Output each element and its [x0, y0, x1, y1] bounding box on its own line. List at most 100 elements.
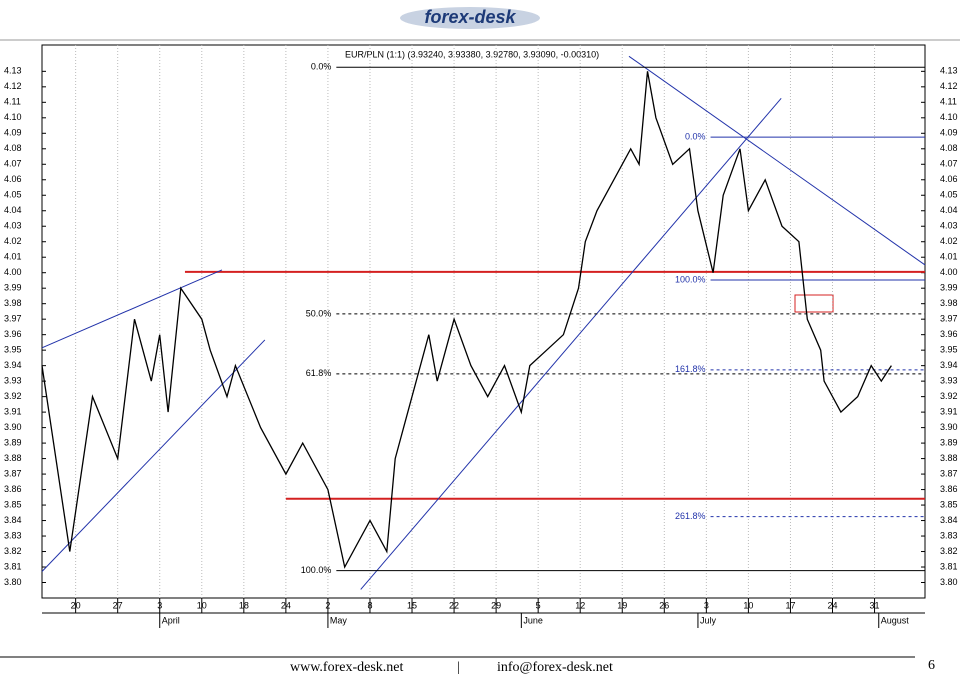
x-tick-label: 3 — [157, 600, 162, 610]
y-tick-label: 3.82 — [4, 546, 22, 556]
month-label: July — [700, 615, 717, 625]
footer-separator: | — [457, 660, 460, 675]
x-tick-label: 18 — [239, 600, 249, 610]
fib-label: 0.0% — [685, 132, 706, 142]
month-label: August — [881, 615, 910, 625]
footer-website: www.forex-desk.net — [290, 660, 403, 675]
x-tick-label: 15 — [407, 600, 417, 610]
y-tick-label: 3.90 — [4, 422, 22, 432]
y-tick-label-right: 3.97 — [940, 314, 958, 324]
y-tick-label: 4.11 — [4, 97, 21, 107]
y-tick-label: 3.98 — [4, 298, 22, 308]
y-tick-label-right: 4.07 — [940, 159, 958, 169]
plot-frame — [41, 44, 926, 599]
x-tick-label: 31 — [870, 600, 880, 610]
price-line — [41, 71, 892, 569]
y-tick-label-right: 3.99 — [940, 283, 958, 293]
y-tick-label-right: 4.09 — [940, 128, 958, 138]
y-tick-label-right: 4.12 — [940, 81, 958, 91]
x-tick-label: 12 — [575, 600, 585, 610]
month-label: June — [523, 615, 543, 625]
fib-label: 161.8% — [675, 364, 706, 374]
y-tick-label-right: 3.93 — [940, 376, 958, 386]
fib-label: 100.0% — [301, 565, 332, 575]
y-tick-label: 4.05 — [4, 190, 22, 200]
y-tick-label: 3.84 — [4, 515, 22, 525]
y-tick-label-right: 4.10 — [940, 112, 958, 122]
y-tick-label-right: 3.90 — [940, 422, 958, 432]
y-tick-label: 3.81 — [4, 561, 22, 571]
x-tick-label: 22 — [449, 600, 459, 610]
y-tick-label-right: 4.02 — [940, 236, 958, 246]
logo-bg — [400, 7, 540, 29]
page-number: 6 — [928, 658, 935, 673]
chart-title: EUR/PLN (1:1) (3.93240, 3.93380, 3.92780… — [345, 49, 599, 59]
y-tick-label-right: 3.81 — [940, 561, 958, 571]
x-tick-label: 10 — [197, 600, 207, 610]
y-tick-label: 3.95 — [4, 345, 22, 355]
x-tick-label: 3 — [704, 600, 709, 610]
y-tick-label: 3.89 — [4, 437, 22, 447]
month-label: April — [162, 615, 180, 625]
y-tick-label: 4.01 — [4, 252, 22, 262]
y-tick-label-right: 4.11 — [940, 97, 957, 107]
month-label: May — [330, 615, 348, 625]
y-tick-label: 3.91 — [4, 406, 22, 416]
x-tick-label: 19 — [617, 600, 627, 610]
y-tick-label-right: 4.01 — [940, 252, 958, 262]
x-tick-label: 20 — [71, 600, 81, 610]
x-tick-label: 29 — [491, 600, 501, 610]
x-tick-label: 26 — [659, 600, 669, 610]
y-tick-label: 3.92 — [4, 391, 22, 401]
y-tick-label-right: 3.94 — [940, 360, 958, 370]
y-tick-label-right: 3.83 — [940, 530, 958, 540]
y-tick-label-right: 3.91 — [940, 406, 958, 416]
trend-line — [360, 97, 782, 590]
y-tick-label-right: 4.03 — [940, 221, 958, 231]
fib-label: 261.8% — [675, 511, 706, 521]
x-tick-label: 2 — [325, 600, 330, 610]
y-tick-label-right: 3.88 — [940, 453, 958, 463]
y-tick-label: 3.96 — [4, 329, 22, 339]
y-tick-label: 4.03 — [4, 221, 22, 231]
y-tick-label: 4.07 — [4, 159, 22, 169]
y-tick-label: 4.13 — [4, 66, 22, 76]
y-tick-label: 3.85 — [4, 499, 22, 509]
fib-label: 0.0% — [311, 62, 332, 72]
y-tick-label: 3.86 — [4, 484, 22, 494]
x-tick-label: 17 — [785, 600, 795, 610]
y-tick-label-right: 3.95 — [940, 345, 958, 355]
y-tick-label: 3.88 — [4, 453, 22, 463]
footer-email: info@forex-desk.net — [497, 660, 613, 675]
y-tick-label: 4.06 — [4, 174, 22, 184]
x-tick-label: 10 — [743, 600, 753, 610]
y-tick-label: 3.80 — [4, 577, 22, 587]
y-tick-label-right: 3.86 — [940, 484, 958, 494]
trend-line — [41, 339, 266, 572]
y-tick-label-right: 3.87 — [940, 468, 958, 478]
y-tick-label: 4.12 — [4, 81, 22, 91]
y-tick-label-right: 4.00 — [940, 267, 958, 277]
y-tick-label: 3.93 — [4, 376, 22, 386]
y-tick-label: 3.83 — [4, 530, 22, 540]
y-tick-label: 4.10 — [4, 112, 22, 122]
y-tick-label: 4.08 — [4, 143, 22, 153]
logo: forex-desk — [424, 7, 516, 27]
y-tick-label-right: 3.92 — [940, 391, 958, 401]
y-tick-label-right: 3.85 — [940, 499, 958, 509]
fib-label: 100.0% — [675, 274, 706, 284]
y-tick-label: 4.00 — [4, 267, 22, 277]
y-tick-label-right: 3.98 — [940, 298, 958, 308]
x-tick-label: 24 — [281, 600, 291, 610]
x-tick-label: 24 — [827, 600, 837, 610]
fib-label: 50.0% — [306, 308, 332, 318]
y-tick-label: 4.04 — [4, 205, 22, 215]
y-tick-label-right: 4.05 — [940, 190, 958, 200]
x-tick-label: 5 — [536, 600, 541, 610]
y-tick-label-right: 4.04 — [940, 205, 958, 215]
y-tick-label-right: 4.13 — [940, 66, 958, 76]
y-tick-label: 4.09 — [4, 128, 22, 138]
y-tick-label: 4.02 — [4, 236, 22, 246]
